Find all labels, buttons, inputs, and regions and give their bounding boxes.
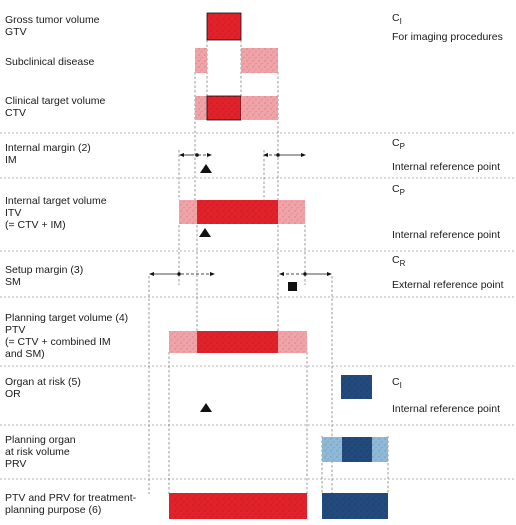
sm-label: Setup margin (3) SM xyxy=(5,264,83,288)
ptv-label: Planning target volume (4) PTV (= CTV + co… xyxy=(5,312,128,360)
triangle-icon xyxy=(200,164,212,173)
itv-coordinate-text: Internal reference point xyxy=(392,229,500,241)
gtv-label: Gross tumor volume GTV xyxy=(5,14,100,38)
subclinical-label: Subclinical disease xyxy=(5,56,94,68)
im-label: Internal margin (2) IM xyxy=(5,142,91,166)
itv-label: Internal target volume ITV (= CTV + IM) xyxy=(5,195,107,231)
final-label: PTV and PRV for treatment-planning purpo… xyxy=(5,492,137,516)
or-coordinate-text: Internal reference point xyxy=(392,403,500,415)
im-coordinate-text: Internal reference point xyxy=(392,161,500,173)
sm-coordinate-symbol: CR xyxy=(392,254,406,268)
triangle-icon xyxy=(199,228,211,237)
itv-coordinate-symbol: CP xyxy=(392,183,405,197)
sm-coordinate-text: External reference point xyxy=(392,279,504,291)
triangle-icon xyxy=(200,403,212,412)
im-arrows xyxy=(179,153,306,157)
square-icon xyxy=(288,282,297,291)
or-label: Organ at risk (5) OR xyxy=(5,376,81,400)
gtv-coordinate-text: For imaging procedures xyxy=(392,31,503,43)
or-coordinate-symbol: CI xyxy=(392,376,402,390)
gtv-coordinate-symbol: CI xyxy=(392,12,402,26)
prv-label: Planning organ at risk volume PRV xyxy=(5,434,76,470)
sm-arrows xyxy=(149,272,332,276)
im-coordinate-symbol: CP xyxy=(392,137,405,151)
ctv-label: Clinical target volume CTV xyxy=(5,95,106,119)
